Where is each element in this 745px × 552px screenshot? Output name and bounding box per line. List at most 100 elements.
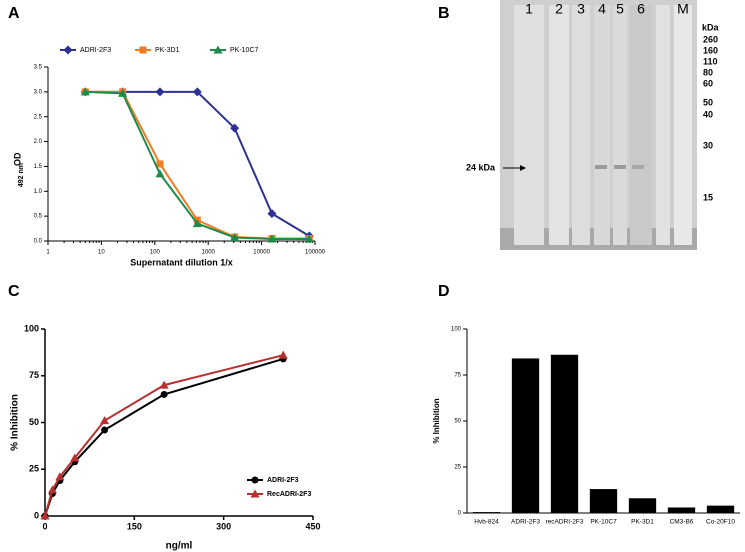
- legend-label: RecADRI-2F3: [267, 491, 311, 498]
- lane-label: 2: [555, 1, 563, 17]
- marker-label: 30: [703, 140, 713, 150]
- marker: [156, 160, 164, 168]
- marker: [213, 45, 223, 54]
- x-tick-label: CM3-B6: [670, 519, 694, 526]
- bar: [628, 498, 657, 513]
- bar: [511, 358, 540, 513]
- y-axis-label: OD: [12, 152, 22, 166]
- y-tick-label: 3.5: [34, 65, 43, 71]
- x-tick-label: 0: [42, 521, 47, 531]
- marker: [192, 87, 202, 97]
- y-tick-label: 1.0: [34, 189, 43, 195]
- x-tick-label: recADRI-2F3: [546, 519, 584, 526]
- y-tick-label: 0: [34, 510, 39, 520]
- marker: [70, 453, 80, 462]
- y-axis-label: % Inhibition: [432, 398, 441, 443]
- y-tick-label: 3.0: [34, 89, 43, 95]
- marker: [251, 476, 259, 484]
- lane-label: 3: [577, 1, 585, 17]
- arrow-label: 24 kDa: [466, 162, 496, 172]
- x-tick-label: 10000: [253, 250, 270, 256]
- lane-label: M: [677, 1, 689, 17]
- marker-label: 40: [703, 109, 713, 119]
- legend-label: PK-10C7: [230, 47, 259, 54]
- y-tick-label: 50: [454, 419, 461, 425]
- y-tick-label: 0: [458, 511, 462, 517]
- x-tick-label: 100000: [305, 250, 326, 256]
- x-axis-label: Supernatant dilution 1/x: [130, 257, 233, 267]
- marker: [159, 380, 169, 389]
- marker: [47, 485, 57, 494]
- panel-letter: B: [438, 5, 450, 22]
- marker: [100, 416, 110, 425]
- panel-letter: A: [8, 5, 20, 22]
- y-tick-label: 2.0: [34, 139, 43, 145]
- x-tick-label: 10: [98, 250, 105, 256]
- blot-image: [500, 0, 697, 250]
- x-tick-label: 150: [127, 521, 142, 531]
- marker-label: 110: [703, 56, 718, 66]
- bar: [472, 512, 501, 513]
- marker: [267, 234, 277, 243]
- series-line: [44, 354, 284, 517]
- bar: [589, 489, 618, 513]
- marker: [55, 472, 65, 481]
- x-tick-label: 100: [150, 250, 161, 256]
- legend-label: ADRI-2F3: [80, 47, 111, 54]
- marker-label: 50: [703, 97, 713, 107]
- bar: [706, 505, 735, 513]
- bar: [667, 507, 696, 513]
- marker: [230, 123, 240, 133]
- x-axis-label: ng/ml: [166, 541, 193, 552]
- y-tick-label: 100: [24, 323, 39, 333]
- marker: [80, 87, 90, 96]
- marker: [101, 426, 109, 434]
- marker-label: 160: [703, 45, 718, 55]
- lane-label: 1: [525, 1, 533, 17]
- panel-letter: C: [8, 283, 20, 300]
- y-tick-label: 50: [29, 417, 39, 427]
- marker: [278, 350, 288, 359]
- x-tick-label: ADRI-2F3: [511, 519, 540, 526]
- y-tick-label: 75: [29, 370, 39, 380]
- y-tick-label: 2.5: [34, 114, 43, 120]
- x-tick-label: Hvb-824: [474, 519, 499, 526]
- y-tick-label: 0.0: [34, 239, 43, 245]
- y-axis-label: % Inhibition: [10, 394, 21, 451]
- unit-label: kDa: [702, 22, 720, 32]
- x-tick-label: PK-3D1: [631, 519, 654, 526]
- marker: [118, 88, 128, 97]
- y-tick-label: 0.5: [34, 214, 43, 220]
- y-axis-label-sub: 492 nm: [18, 163, 25, 187]
- y-tick-label: 1.5: [34, 164, 43, 170]
- marker: [230, 233, 240, 242]
- marker: [40, 511, 50, 520]
- x-tick-label: 1000: [202, 250, 216, 256]
- x-tick-label: 450: [305, 521, 320, 531]
- marker: [267, 209, 277, 219]
- marker: [155, 169, 165, 178]
- marker: [139, 46, 147, 54]
- marker-label: 260: [703, 34, 718, 44]
- legend-label: ADRI-2F3: [267, 477, 299, 484]
- marker: [160, 390, 168, 398]
- marker: [304, 234, 314, 243]
- x-tick-label: Co-20F10: [706, 519, 735, 526]
- x-tick-label: 300: [216, 521, 231, 531]
- y-tick-label: 75: [454, 373, 461, 379]
- y-tick-label: 25: [29, 464, 39, 474]
- panel-letter: D: [438, 283, 450, 300]
- marker-label: 80: [703, 67, 713, 77]
- lane-label: 5: [616, 1, 624, 17]
- bar: [550, 354, 579, 513]
- lane-label: 4: [598, 1, 606, 17]
- marker-label: 60: [703, 78, 713, 88]
- legend-label: PK-3D1: [155, 47, 180, 54]
- lane-label: 6: [637, 1, 645, 17]
- marker: [250, 489, 260, 498]
- y-tick-label: 100: [451, 327, 462, 333]
- marker: [192, 219, 202, 228]
- x-tick-label: PK-10C7: [590, 519, 617, 526]
- y-tick-label: 25: [454, 465, 461, 471]
